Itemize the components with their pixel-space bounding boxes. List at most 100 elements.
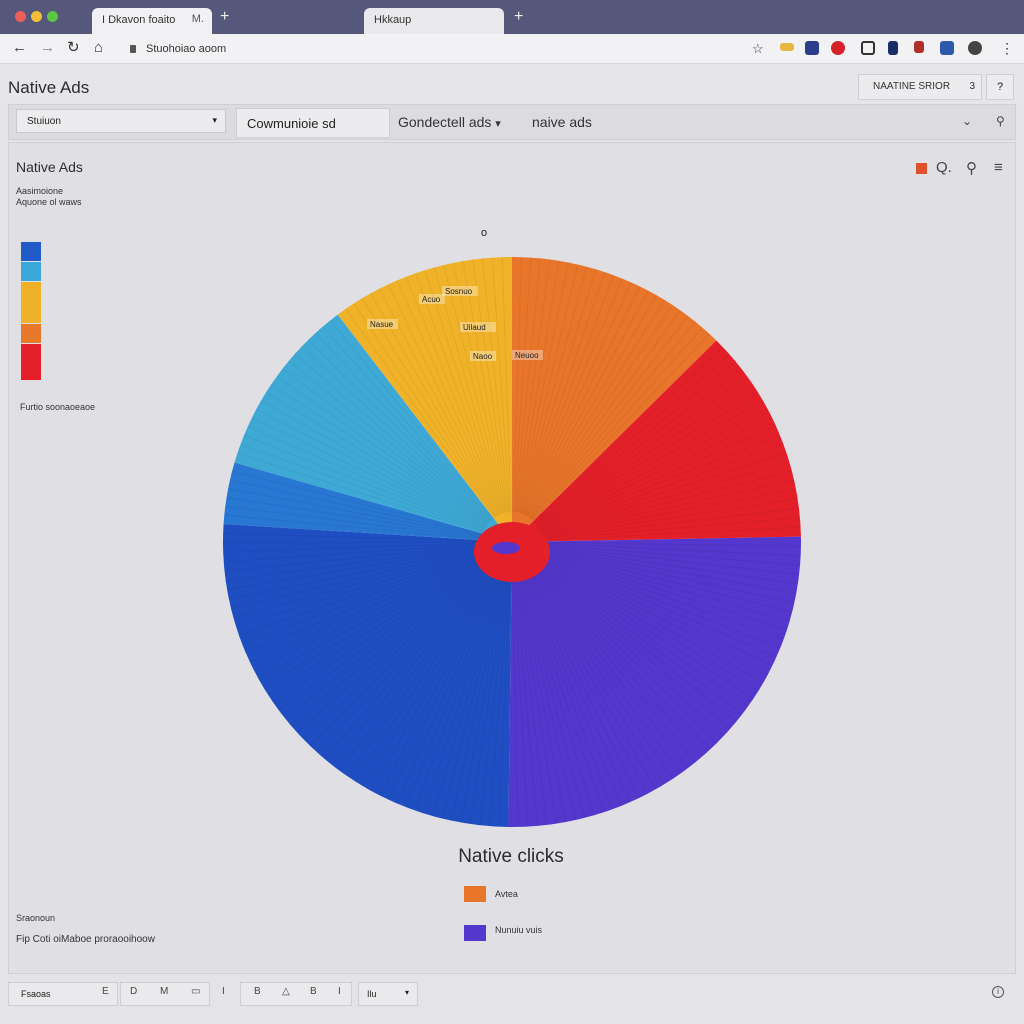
header-action-button[interactable]: NAATINE SRIOR 3: [858, 74, 982, 100]
pie-slice-6: [234, 314, 512, 542]
extension-icon-2[interactable]: [805, 41, 819, 55]
record-icon[interactable]: [916, 163, 927, 174]
filter-chip-connected-ads[interactable]: Gondectell ads ▾: [398, 114, 501, 130]
app-header: [0, 64, 1024, 104]
bottom-icon-bold[interactable]: B: [254, 986, 261, 997]
panel-subtitle-2: Aquone ol waws: [16, 197, 82, 207]
bottom-icon-italic[interactable]: I: [338, 986, 341, 997]
bottom-search-field[interactable]: Fsaoas: [8, 982, 118, 1006]
pie-center-core: [492, 542, 520, 554]
browser-toolbar: [0, 34, 1024, 64]
inner-label-bg: [442, 286, 478, 296]
browser-tab-2[interactable]: Hkkaup: [364, 8, 504, 34]
legend-label-avtea: Avtea: [495, 889, 518, 899]
extension-icon-6[interactable]: [914, 41, 924, 53]
minimize-window-button[interactable]: [31, 11, 42, 22]
pie-texture-line: [541, 542, 801, 557]
search-icon[interactable]: Q.: [936, 159, 952, 176]
bottom-icon-m[interactable]: M: [160, 986, 169, 997]
star-icon[interactable]: ☆: [752, 41, 764, 56]
pie-texture-line: [270, 383, 488, 526]
new-tab-button-2[interactable]: +: [514, 8, 524, 25]
extension-icon-5[interactable]: [888, 41, 898, 55]
pie-texture-line: [540, 551, 784, 640]
pie-texture-line: [538, 408, 768, 529]
maximize-window-button[interactable]: [47, 11, 58, 22]
bottom-icon-triangle[interactable]: △: [282, 986, 290, 997]
pie-texture-line: [519, 266, 588, 514]
pie-texture-line: [540, 470, 792, 536]
forward-arrow-icon[interactable]: →: [40, 39, 55, 56]
extension-icon-3[interactable]: [831, 41, 845, 55]
pie-texture-line: [253, 555, 486, 671]
search-icon[interactable]: ⚲: [996, 114, 1005, 128]
url-text: Stuohoiao aoom: [146, 43, 227, 55]
pie-texture-line: [345, 308, 496, 518]
pie-texture-line: [531, 327, 703, 520]
pie-texture-line: [329, 320, 494, 520]
legend-swatch-avtea: [464, 886, 486, 902]
tab-close-icon[interactable]: M.: [191, 13, 204, 25]
header-action-label: NAATINE SRIOR: [873, 81, 951, 92]
pie-slice-1: [512, 257, 717, 542]
pie-texture-line: [309, 563, 492, 747]
help-button[interactable]: ?: [986, 74, 1014, 100]
pie-texture-line: [258, 555, 486, 679]
pie-inner-label: Sosnuo: [445, 287, 473, 296]
pie-texture-line: [223, 533, 483, 542]
filter-chip-native-ads[interactable]: naive ads: [532, 114, 592, 130]
pie-texture-line: [537, 556, 764, 683]
pie-texture-line: [530, 321, 696, 520]
browser-tab-1[interactable]: I Dkavon foaito M.: [92, 8, 212, 34]
address-bar[interactable]: Stuohoiao aoom: [124, 40, 226, 58]
menu-kebab-icon[interactable]: ⋮: [1000, 40, 1014, 56]
chevron-down-icon[interactable]: ⌄: [962, 114, 973, 128]
chevron-down-icon: ▾: [212, 115, 217, 125]
campaign-select-value: Cowmunioie sd: [247, 116, 336, 131]
bottom-select[interactable]: Ilu ▾: [358, 982, 418, 1006]
pie-texture-line: [529, 566, 681, 774]
reload-icon[interactable]: ↻: [67, 39, 80, 56]
bottom-icon-d[interactable]: D: [130, 986, 138, 997]
info-icon[interactable]: i: [992, 986, 1004, 998]
pie-texture-line: [256, 408, 486, 529]
magnifier-icon[interactable]: ⚲: [966, 160, 977, 177]
pie-texture-line: [265, 391, 487, 527]
pie-texture-line: [222, 541, 483, 544]
pie-texture-line: [536, 376, 748, 526]
new-tab-button[interactable]: +: [220, 8, 230, 25]
bottom-tool-group-2: [240, 982, 352, 1006]
extension-icon-4[interactable]: [861, 41, 875, 55]
extension-icon-1[interactable]: [780, 43, 794, 51]
filter-icon[interactable]: ≡: [994, 159, 1003, 176]
pie-slice-2: [512, 340, 801, 542]
pie-texture-line: [532, 562, 718, 744]
pie-texture-line: [362, 567, 497, 787]
pie-texture-line: [540, 461, 790, 535]
pie-texture-line: [523, 282, 632, 515]
pie-texture-line: [515, 571, 548, 825]
extension-icon-7[interactable]: [940, 41, 954, 55]
pie-texture-line: [247, 425, 485, 531]
pie-inner-label: Uilaud: [463, 323, 486, 332]
home-icon[interactable]: ⌂: [94, 39, 104, 56]
campaign-select[interactable]: Cowmunioie sd: [236, 108, 390, 138]
bottom-icon-frame[interactable]: ▭: [191, 986, 201, 997]
pie-texture-line: [303, 562, 491, 740]
filter-select[interactable]: Stuiuon ▾: [16, 109, 226, 133]
pie-texture-line: [290, 560, 490, 726]
pie-texture-line: [278, 559, 489, 711]
back-arrow-icon[interactable]: ←: [12, 39, 27, 56]
chip-label: naive ads: [532, 114, 592, 130]
pie-texture-line: [530, 564, 696, 763]
bottom-icon-b2[interactable]: B: [310, 986, 317, 997]
chevron-down-icon: ▾: [404, 988, 409, 997]
pie-texture-line: [539, 552, 781, 649]
pie-texture-line: [414, 570, 503, 811]
bottom-icon-e[interactable]: E: [102, 986, 109, 997]
pie-texture-line: [338, 565, 495, 771]
extension-icon-8[interactable]: [968, 41, 982, 55]
bottom-icon-i[interactable]: I: [222, 986, 225, 997]
close-window-button[interactable]: [15, 11, 26, 22]
pie-texture-line: [527, 567, 665, 785]
